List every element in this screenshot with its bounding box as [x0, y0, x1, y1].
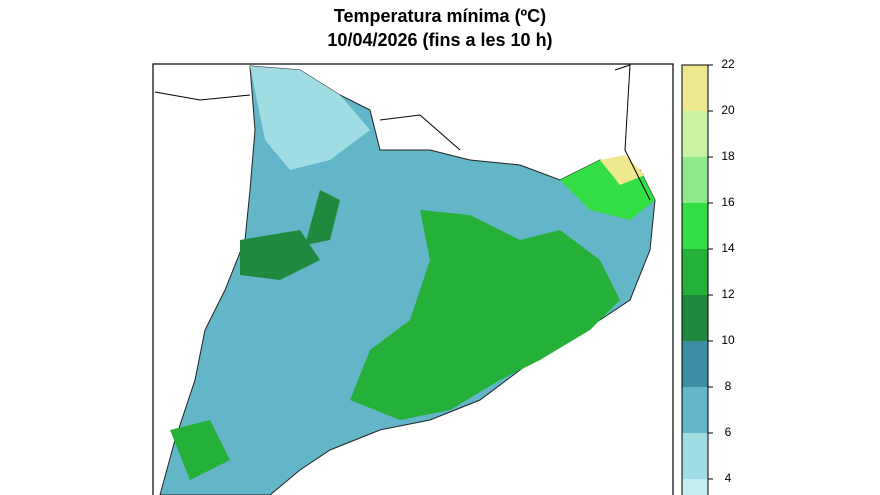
legend-tick-label: 10 [721, 333, 735, 347]
legend-frame [681, 64, 709, 495]
legend-tick-label: 8 [725, 379, 732, 393]
legend-tick-label: 14 [721, 241, 735, 255]
legend-tick-label: 18 [721, 149, 735, 163]
legend-tick-label: 4 [725, 471, 732, 485]
map-frame [152, 63, 674, 495]
legend-tick-label: 12 [721, 287, 735, 301]
legend-bin [682, 203, 708, 249]
map-title: Temperatura mínima (ºC) [334, 6, 546, 26]
legend-bin [682, 295, 708, 341]
legend-bin [682, 111, 708, 157]
legend-bin [682, 479, 708, 495]
legend-bin [682, 157, 708, 203]
legend-bin [682, 433, 708, 479]
legend-tick-label: 6 [725, 425, 732, 439]
legend-bin [682, 249, 708, 295]
legend-bin [682, 341, 708, 387]
map-subtitle: 10/04/2026 (fins a les 10 h) [327, 30, 552, 50]
legend-bin [682, 65, 708, 111]
legend-tick-label: 16 [721, 195, 735, 209]
legend-bin [682, 387, 708, 433]
legend-tick-label: 22 [721, 57, 735, 71]
legend: 4 6 8 10 12 14 16 18 20 22 [681, 57, 735, 495]
legend-tick-label: 20 [721, 103, 735, 117]
